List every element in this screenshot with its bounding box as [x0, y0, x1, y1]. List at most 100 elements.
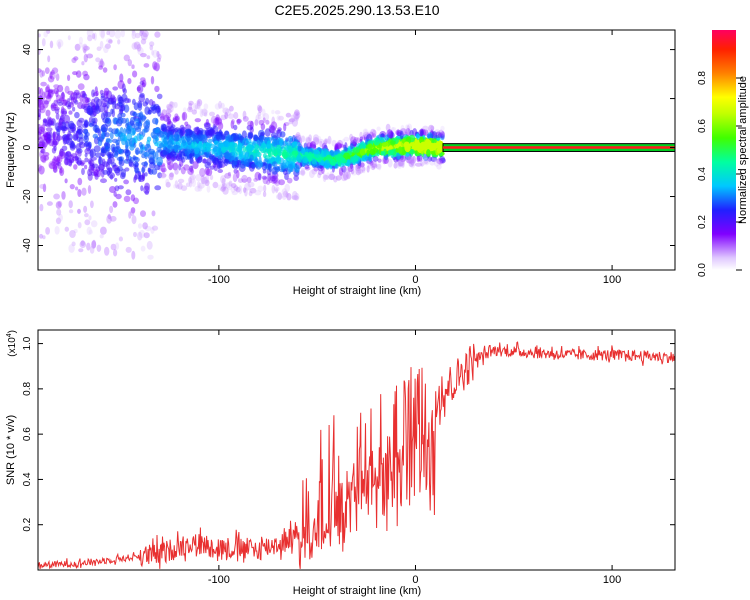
heatmap-cell: [67, 35, 71, 41]
heatmap-cell: [418, 157, 423, 163]
heatmap-cell: [278, 115, 284, 121]
heatmap-cell: [431, 142, 439, 149]
heatmap-cell: [94, 86, 98, 94]
heatmap-cell: [224, 182, 231, 189]
heatmap-cell: [316, 157, 322, 163]
heatmap-cell: [317, 165, 324, 172]
heatmap-cell: [178, 163, 182, 171]
heatmap-cell: [296, 134, 302, 141]
y-tick-label: 0: [22, 144, 33, 150]
heatmap-cell: [391, 127, 397, 133]
snr-axes: -100 0 100 0.2 0.4 0.6 0.8 1.0: [22, 330, 675, 586]
heatmap-cell: [109, 215, 117, 222]
heatmap-cell: [350, 169, 355, 175]
heatmap-cell: [78, 117, 85, 123]
heatmap-cell: [70, 96, 74, 105]
heatmap-cell: [403, 141, 410, 148]
heatmap-cell: [311, 158, 317, 165]
heatmap-cell: [224, 141, 231, 147]
heatmap-cell: [159, 115, 165, 121]
heatmap-cell: [45, 127, 53, 132]
heatmap-cell: [412, 155, 416, 164]
heatmap-cell: [359, 142, 367, 151]
heatmap-cell: [40, 134, 48, 141]
heatmap-cell: [275, 194, 283, 200]
heatmap-cell: [326, 138, 331, 144]
heatmap-cell: [115, 242, 120, 250]
heatmap-cell: [217, 122, 224, 130]
heatmap-cell: [99, 234, 104, 239]
snr-series-line: [38, 341, 675, 570]
heatmap-cell: [324, 138, 328, 145]
heatmap-cell: [431, 138, 437, 144]
heatmap-cell: [401, 159, 405, 169]
heatmap-cell: [156, 57, 161, 63]
heatmap-cell: [241, 178, 248, 183]
heatmap-cell: [104, 246, 110, 256]
heatmap-cell: [293, 175, 300, 182]
heatmap-cell: [143, 161, 148, 168]
heatmap-cell: [194, 147, 200, 155]
heatmap-cell: [87, 34, 93, 42]
heatmap-cell: [53, 87, 59, 95]
heatmap-cell: [201, 134, 207, 142]
heatmap-cell: [170, 124, 176, 129]
heatmap-cell: [313, 167, 319, 172]
heatmap-cell: [268, 157, 274, 162]
heatmap-cell: [283, 122, 290, 126]
heatmap-cell: [275, 188, 279, 194]
heatmap-cell: [140, 144, 144, 150]
heatmap-cell: [205, 127, 209, 137]
heatmap-cell: [42, 235, 46, 240]
heatmap-cell: [214, 103, 221, 110]
heatmap-cell: [39, 150, 45, 159]
heatmap-cell: [133, 102, 139, 111]
heatmap-cell: [154, 137, 159, 142]
heatmap-cell: [131, 30, 137, 40]
heatmap-cell: [196, 99, 203, 107]
heatmap-cell: [113, 249, 118, 257]
heatmap-cell: [273, 149, 277, 155]
heatmap-cell: [415, 133, 421, 139]
heatmap-cell: [199, 167, 206, 177]
heatmap-cell: [281, 188, 288, 196]
y-tick-label: -40: [22, 238, 33, 253]
heatmap-cell: [57, 165, 63, 170]
heatmap-cell: [207, 138, 213, 143]
heatmap-cell: [165, 178, 170, 186]
heatmap-cell: [215, 117, 222, 125]
heatmap-cell: [165, 181, 171, 188]
heatmap-cell: [110, 94, 116, 100]
heatmap-cell: [38, 128, 43, 136]
heatmap-cell: [271, 175, 278, 184]
heatmap-cell: [138, 175, 145, 183]
heatmap-cell: [199, 108, 204, 118]
heatmap-cell: [209, 174, 214, 181]
heatmap-cell: [254, 144, 260, 153]
heatmap-cell: [189, 129, 193, 136]
heatmap-cell: [233, 111, 239, 120]
heatmap-cell: [45, 227, 50, 235]
heatmap-cell: [133, 197, 139, 205]
heatmap-cell: [275, 129, 281, 134]
heatmap-cell: [186, 135, 191, 142]
heatmap-cell: [78, 136, 84, 146]
heatmap-cell: [83, 45, 90, 51]
heatmap-cell: [405, 128, 411, 137]
heatmap-cell: [335, 142, 342, 149]
heatmap-cell: [160, 149, 168, 157]
heatmap-cell: [148, 99, 154, 106]
heatmap-cell: [44, 135, 48, 141]
heatmap-cell: [387, 149, 394, 156]
heatmap-cell: [103, 90, 109, 100]
heatmap-cell: [427, 156, 432, 162]
heatmap-cell: [154, 85, 160, 93]
heatmap-cell: [187, 168, 195, 175]
heatmap-cell: [128, 211, 132, 219]
heatmap-cell: [174, 180, 179, 189]
heatmap-cell: [343, 171, 349, 181]
heatmap-cell: [357, 169, 364, 174]
heatmap-cell: [294, 134, 301, 140]
heatmap-cell: [57, 84, 64, 93]
x-tick-label: 0: [412, 574, 418, 586]
